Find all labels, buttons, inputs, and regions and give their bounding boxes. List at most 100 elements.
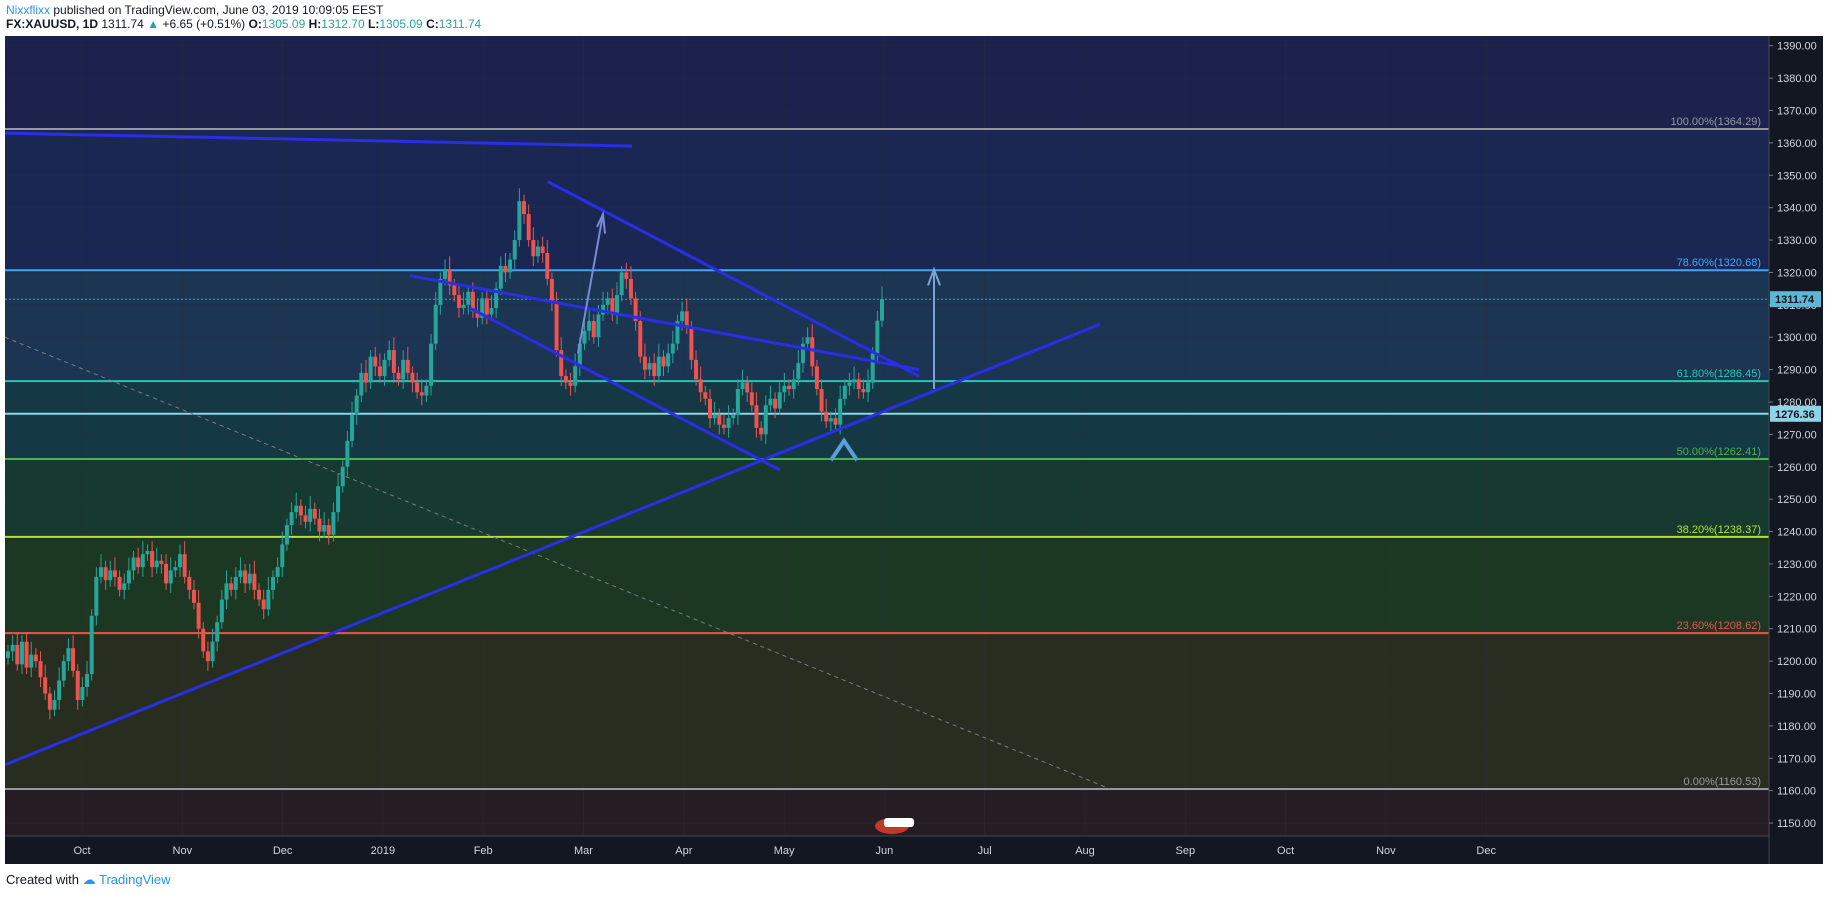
candle-body bbox=[94, 576, 99, 616]
candle-body bbox=[526, 214, 531, 241]
candle bbox=[438, 272, 443, 315]
up-marker-icon bbox=[829, 437, 859, 462]
candle bbox=[517, 188, 522, 247]
candle bbox=[229, 576, 234, 597]
y-tick-label: 1340.00 bbox=[1777, 203, 1817, 215]
candle-body bbox=[43, 677, 48, 694]
dashed-trendline bbox=[5, 336, 1111, 790]
candle-body bbox=[178, 554, 183, 568]
x-tick-label: Jun bbox=[876, 845, 894, 857]
candle bbox=[205, 641, 210, 671]
candle bbox=[298, 499, 303, 526]
candle bbox=[559, 337, 564, 386]
candle bbox=[619, 265, 624, 302]
y-tick-label: 1390.00 bbox=[1777, 41, 1817, 53]
candle-body bbox=[275, 567, 280, 577]
candle-body bbox=[596, 314, 601, 338]
candle-body bbox=[159, 560, 164, 564]
y-tick-label: 1170.00 bbox=[1777, 753, 1816, 765]
candle bbox=[173, 560, 178, 577]
candle bbox=[480, 291, 485, 325]
candle bbox=[410, 366, 415, 393]
candle bbox=[768, 385, 773, 412]
candle-body bbox=[824, 411, 829, 422]
candle-body bbox=[303, 515, 308, 522]
candle-body bbox=[768, 398, 773, 406]
tradingview-brand-link[interactable]: TradingView bbox=[99, 872, 171, 887]
event-flag-badge bbox=[884, 818, 914, 827]
candle-body bbox=[512, 240, 517, 260]
candle-body bbox=[759, 427, 764, 435]
candle bbox=[819, 379, 824, 422]
candle bbox=[424, 379, 429, 402]
candle-body bbox=[456, 295, 461, 309]
candle bbox=[587, 308, 592, 341]
candle-body bbox=[108, 570, 113, 581]
candle-body bbox=[145, 550, 150, 555]
candle bbox=[15, 631, 20, 671]
candle-body bbox=[601, 304, 606, 315]
candle-body bbox=[317, 518, 322, 532]
candle bbox=[368, 350, 373, 390]
x-tick-label: Dec bbox=[1476, 845, 1496, 857]
candle-body bbox=[168, 570, 173, 584]
candle bbox=[331, 502, 336, 542]
candle bbox=[326, 518, 331, 545]
candle-body bbox=[429, 343, 434, 386]
candle-body bbox=[359, 372, 364, 396]
candle-body bbox=[568, 382, 573, 386]
candle-body bbox=[540, 246, 545, 254]
candle bbox=[270, 570, 275, 600]
candle-body bbox=[489, 308, 494, 315]
price-chart[interactable]: 100.00%(1364.29) 78.60%(1320.68) 61.80%(12… bbox=[5, 36, 1823, 864]
tradingview-logo-icon[interactable]: ☁ bbox=[82, 872, 96, 887]
candle bbox=[461, 291, 466, 315]
candle bbox=[847, 372, 852, 396]
candle bbox=[71, 635, 76, 678]
candle-body bbox=[475, 311, 480, 318]
candle bbox=[652, 353, 657, 386]
candle-body bbox=[410, 372, 415, 383]
candle bbox=[861, 379, 866, 399]
candle-body bbox=[219, 599, 224, 623]
candle-body bbox=[796, 363, 801, 380]
candle bbox=[633, 291, 638, 331]
candle-body bbox=[387, 350, 392, 360]
candle-body bbox=[773, 398, 778, 409]
chart-header: Nixxflixx published on TradingView.com, … bbox=[6, 3, 481, 31]
candle bbox=[624, 262, 629, 289]
candle bbox=[642, 343, 647, 380]
candle bbox=[447, 256, 452, 296]
support-price-tag: 1276.36 bbox=[1770, 405, 1821, 422]
candle-body bbox=[833, 418, 838, 425]
candle-body bbox=[243, 570, 248, 584]
candle bbox=[498, 256, 503, 296]
last-price-label: 1311.74 bbox=[101, 17, 144, 31]
candle-body bbox=[229, 583, 234, 590]
low-value: 1305.09 bbox=[379, 17, 423, 31]
candle-body bbox=[828, 418, 833, 422]
candle bbox=[740, 369, 745, 396]
candle bbox=[340, 460, 345, 493]
candle bbox=[275, 557, 280, 584]
candle bbox=[247, 563, 252, 590]
fib-zone bbox=[5, 633, 1769, 789]
candle-body bbox=[814, 366, 819, 390]
last-price-tag-box bbox=[1770, 291, 1821, 308]
candle bbox=[782, 372, 787, 402]
candle-body bbox=[71, 648, 76, 671]
fib-label: 38.20%(1238.37) bbox=[1677, 524, 1761, 536]
candle bbox=[535, 240, 540, 263]
candle bbox=[52, 690, 57, 717]
author-link[interactable]: Nixxflixx bbox=[6, 3, 50, 17]
candle-body bbox=[340, 466, 345, 487]
candle-body bbox=[103, 567, 108, 581]
candle-body bbox=[480, 298, 485, 318]
candle-body bbox=[656, 356, 661, 377]
candle bbox=[508, 253, 513, 279]
candle bbox=[880, 286, 884, 328]
candle-body bbox=[433, 304, 438, 344]
candle bbox=[345, 431, 350, 477]
candle bbox=[842, 379, 847, 406]
candle bbox=[777, 382, 782, 415]
